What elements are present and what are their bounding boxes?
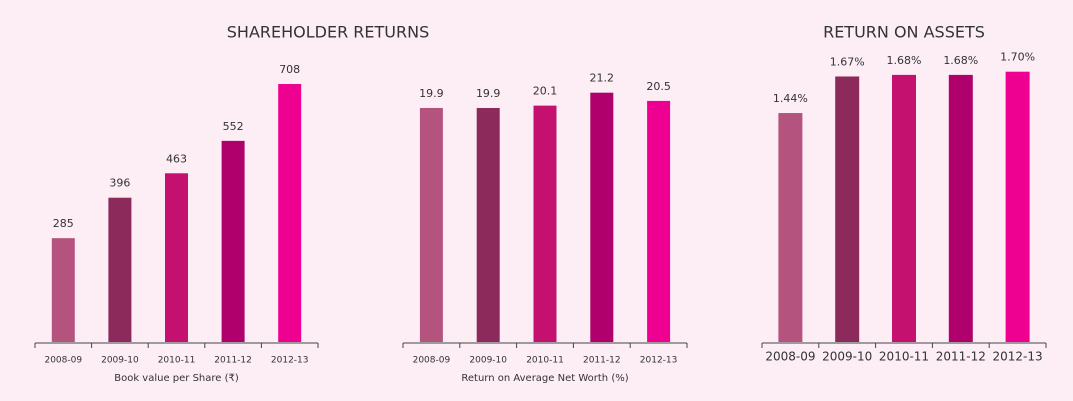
bar <box>778 113 803 342</box>
value-label: 19.9 <box>419 87 444 100</box>
x-tick-label: 2011-12 <box>214 356 252 366</box>
bar <box>476 107 500 342</box>
x-axis-label: Book value per Share (₹) <box>114 373 239 384</box>
x-tick-label: 2010-11 <box>158 356 196 366</box>
section-title: SHAREHOLDER RETURNS <box>227 23 429 42</box>
x-tick-label: 2008-09 <box>44 356 82 366</box>
x-axis-label: Return on Average Net Worth (%) <box>461 373 628 384</box>
value-label: 1.70% <box>1000 51 1035 64</box>
x-tick-label: 2012-13 <box>640 356 678 366</box>
value-label: 552 <box>223 120 244 133</box>
value-label: 20.5 <box>646 80 671 93</box>
x-tick-label: 2011-12 <box>936 350 986 364</box>
bar <box>1005 71 1030 342</box>
x-tick-label: 2010-11 <box>526 356 564 366</box>
value-label: 1.67% <box>830 55 865 68</box>
bar <box>892 74 916 342</box>
bar <box>51 238 75 342</box>
x-tick-label: 2012-13 <box>993 350 1043 364</box>
bar <box>533 105 557 343</box>
value-label: 19.9 <box>476 87 501 100</box>
bar <box>835 76 860 342</box>
bar <box>108 197 132 342</box>
chart-title: RETURN ON ASSETS <box>823 23 985 42</box>
x-tick-label: 2011-12 <box>583 356 621 366</box>
value-label: 285 <box>53 217 74 230</box>
bar <box>419 107 443 342</box>
x-tick-label: 2012-13 <box>271 356 309 366</box>
bar <box>647 100 671 342</box>
value-label: 463 <box>166 152 187 165</box>
value-label: 1.68% <box>943 54 978 67</box>
bar <box>590 92 614 342</box>
value-label: 396 <box>109 177 130 190</box>
bar <box>221 140 245 342</box>
value-label: 708 <box>279 63 300 76</box>
bar <box>278 84 302 343</box>
value-label: 20.1 <box>533 85 558 98</box>
bar <box>948 74 973 342</box>
value-label: 21.2 <box>590 72 615 85</box>
x-tick-label: 2009-10 <box>822 350 872 364</box>
bar <box>165 173 188 342</box>
x-tick-label: 2009-10 <box>469 356 507 366</box>
x-tick-label: 2010-11 <box>879 350 929 364</box>
x-tick-label: 2008-09 <box>765 350 815 364</box>
value-label: 1.44% <box>773 92 808 105</box>
value-label: 1.68% <box>887 54 922 67</box>
x-tick-label: 2008-09 <box>413 356 451 366</box>
x-tick-label: 2009-10 <box>101 356 139 366</box>
